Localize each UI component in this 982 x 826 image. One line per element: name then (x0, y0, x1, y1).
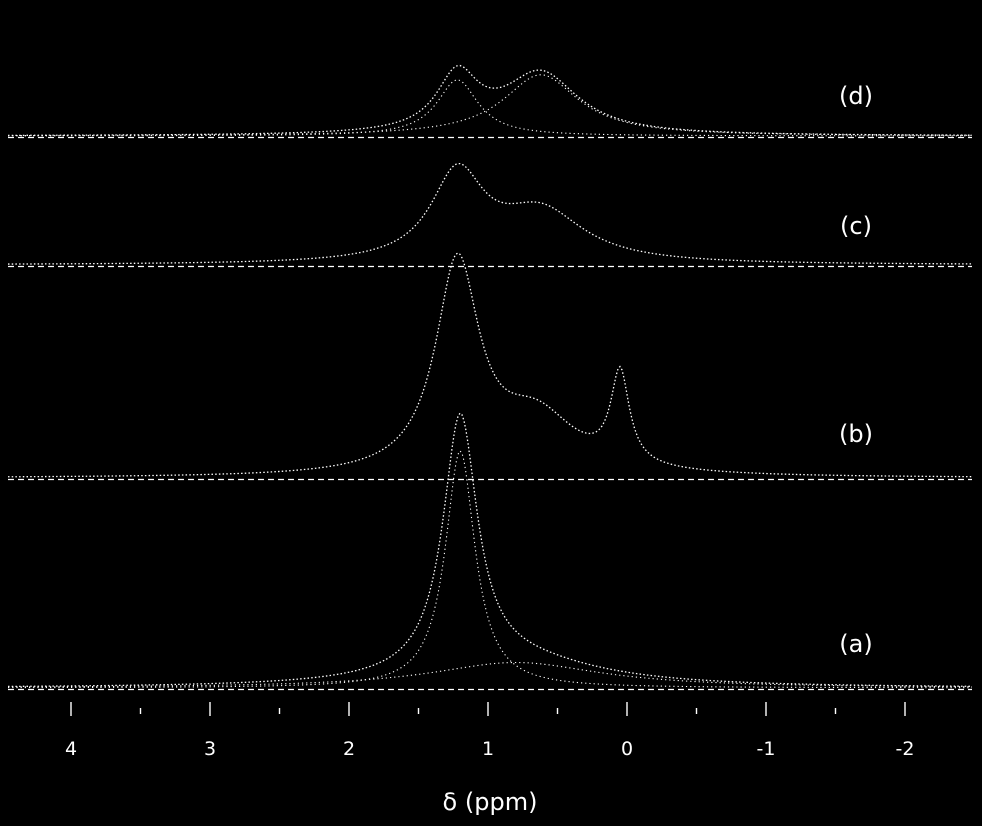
spectrum-curve-c (7, 162, 973, 265)
x-tick-label: -1 (757, 738, 776, 760)
spectrum-curve-a (7, 412, 973, 688)
component-curve-d-2 (8, 74, 973, 137)
spectrum-label-b: (b) (839, 420, 873, 448)
x-tick-label: 4 (65, 738, 77, 760)
spectra-group: (a) (b) (c) (d) (7, 64, 973, 691)
spectrum-curve-b (7, 252, 973, 478)
spectrum-c: (c) (7, 162, 973, 268)
x-tick-label: 1 (482, 738, 494, 760)
x-axis: 4 3 2 1 0 -1 -2 (0, 702, 982, 760)
x-tick-label: 2 (343, 738, 355, 760)
x-tick-label: 0 (621, 738, 633, 760)
x-axis-label: δ (ppm) (443, 788, 538, 816)
spectrum-d: (d) (7, 64, 973, 139)
x-tick-label: -2 (896, 738, 915, 760)
spectrum-a: (a) (7, 412, 973, 691)
x-tick-label: 3 (204, 738, 216, 760)
spectrum-label-a: (a) (839, 630, 872, 658)
component-curve-a-1 (8, 449, 972, 689)
spectrum-label-d: (d) (839, 82, 873, 110)
spectrum-label-c: (c) (840, 212, 872, 240)
spectrum-curve-d (7, 64, 972, 137)
spectrum-b: (b) (7, 252, 973, 481)
component-curve-a-2 (7, 661, 973, 688)
